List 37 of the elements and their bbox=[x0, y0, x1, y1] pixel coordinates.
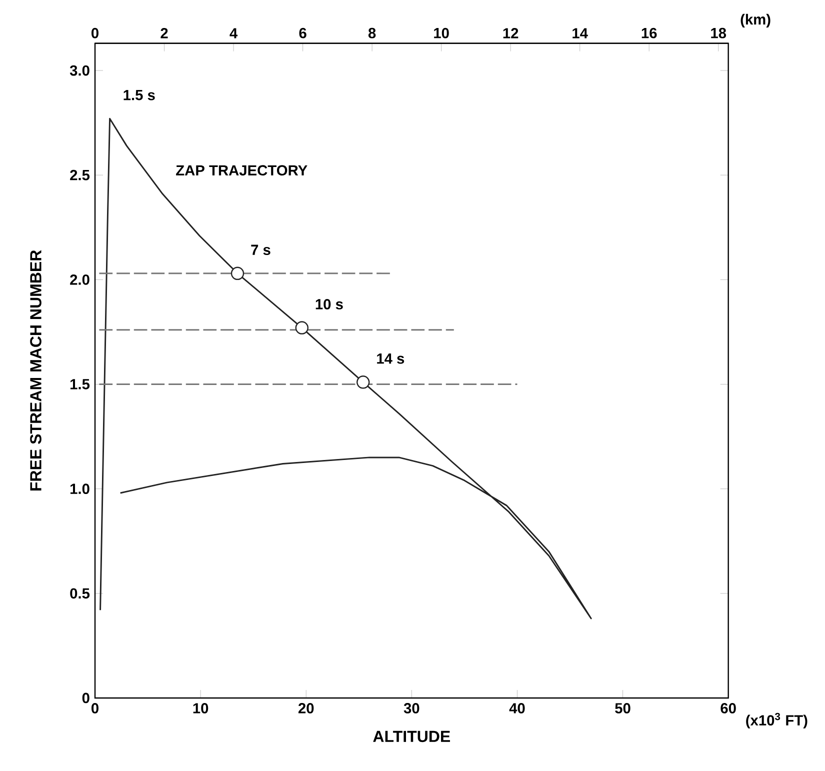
y-tick-label: 1.5 bbox=[70, 379, 90, 390]
x-tick-label: 60 bbox=[720, 703, 736, 714]
x2-tick-label: 16 bbox=[642, 28, 657, 38]
annotation: 10 s bbox=[316, 299, 343, 310]
x2-tick-label: 12 bbox=[503, 28, 518, 38]
x-tick-label: 40 bbox=[509, 703, 525, 714]
x2-tick-label: 10 bbox=[434, 28, 449, 38]
annotation: 1.5 s bbox=[124, 90, 155, 100]
line-series bbox=[100, 118, 592, 620]
x-tick-label: 10 bbox=[193, 703, 208, 714]
annotation: 14 s bbox=[377, 354, 404, 364]
point bbox=[230, 266, 244, 280]
point bbox=[295, 321, 308, 334]
x-tick-label: 20 bbox=[298, 703, 314, 714]
x2-tick-label: 18 bbox=[711, 28, 726, 38]
x2-tick-label: 6 bbox=[299, 28, 306, 38]
y-tick-label: 1.0 bbox=[70, 484, 90, 494]
x2-tick-label: 0 bbox=[92, 28, 98, 38]
y-tick-label: 0.5 bbox=[70, 588, 90, 599]
y-tick-label: 3.0 bbox=[70, 65, 90, 76]
annotation: ZAP TRAJECTORY bbox=[176, 165, 308, 176]
x-tick-label: 30 bbox=[404, 703, 420, 714]
y-tick-label: 0 bbox=[82, 692, 90, 704]
x2-tick-label: 8 bbox=[368, 28, 376, 38]
x2-tick-label: 14 bbox=[572, 28, 588, 38]
x2-axis-title: (km) bbox=[740, 14, 770, 28]
x-tick-label: 0 bbox=[92, 703, 98, 714]
point bbox=[356, 376, 370, 389]
y-axis-title: FREE STREAM MACH NUMBER bbox=[30, 250, 42, 490]
x-axis-title: ALTITUDE bbox=[373, 730, 450, 742]
y-tick-label: 2.5 bbox=[70, 170, 90, 180]
x2-tick-label: 4 bbox=[230, 28, 238, 38]
x-tick-label: 50 bbox=[615, 703, 630, 714]
annotation: 7 s bbox=[251, 244, 270, 256]
text: (x10$^{3}$ FT) bbox=[746, 712, 808, 728]
y-tick-label: 2.0 bbox=[70, 274, 90, 285]
x2-tick-label: 2 bbox=[160, 28, 168, 38]
